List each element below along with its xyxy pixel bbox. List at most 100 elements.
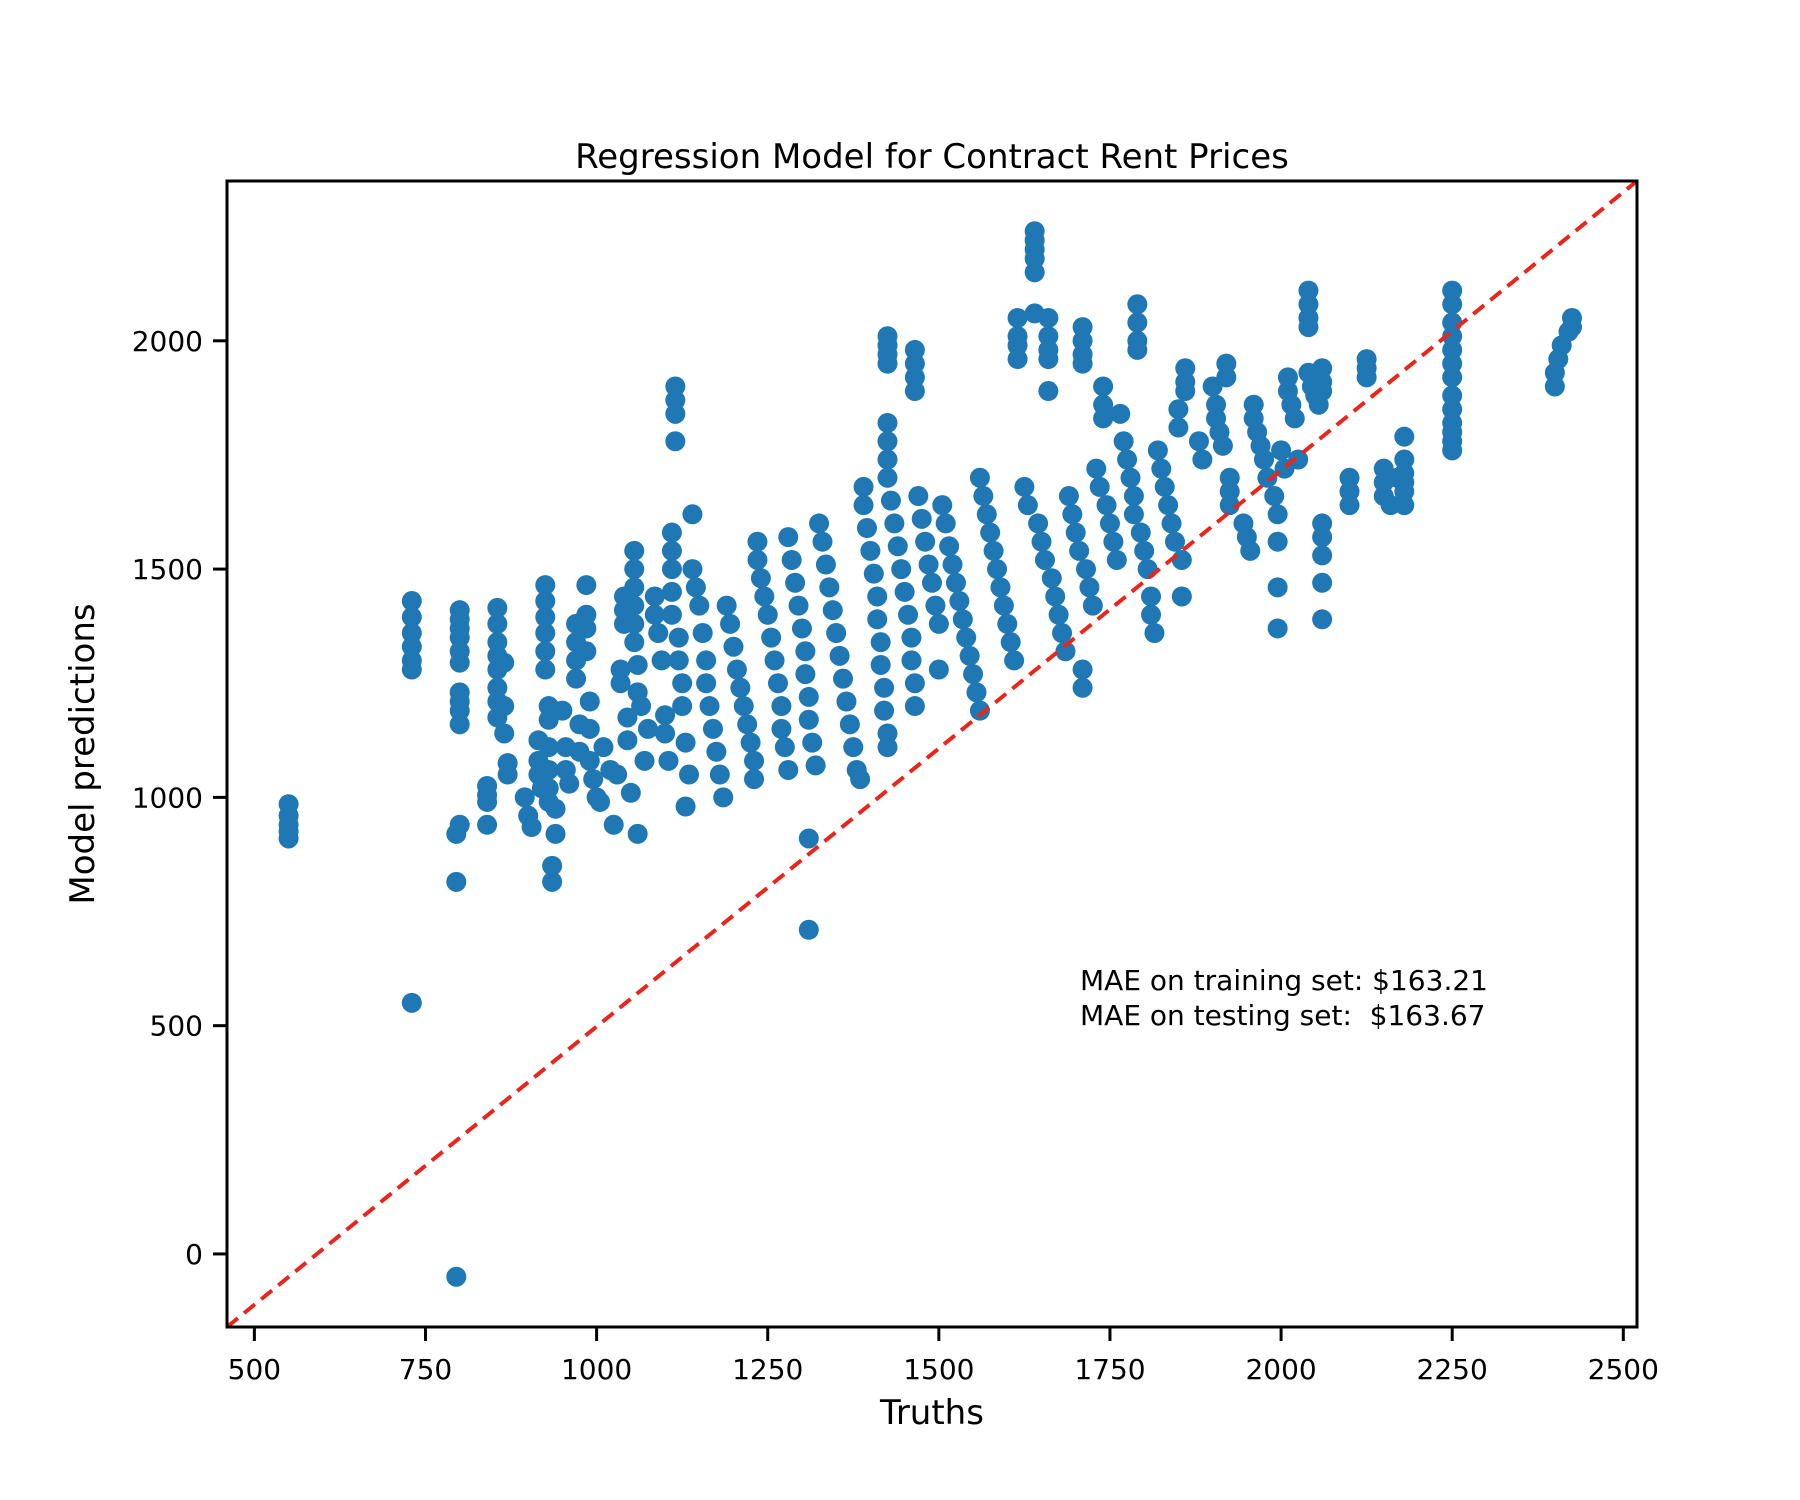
data-point (997, 613, 1018, 634)
data-point (791, 618, 812, 639)
data-point (1076, 559, 1097, 580)
data-point (805, 755, 826, 776)
data-point (1034, 549, 1055, 570)
data-point (1004, 650, 1025, 671)
data-point (928, 613, 949, 634)
data-point (726, 659, 747, 680)
data-point (1072, 659, 1093, 680)
data-point (956, 627, 977, 648)
data-point (1264, 486, 1285, 507)
data-point (514, 787, 535, 808)
data-point (812, 531, 833, 552)
data-point (815, 554, 836, 575)
data-point (1380, 495, 1401, 516)
data-point (682, 504, 703, 525)
data-point (559, 773, 580, 794)
data-point (679, 764, 700, 785)
data-point (661, 604, 682, 625)
data-point (969, 700, 990, 721)
data-point (911, 508, 932, 529)
mae-testing-annotation: MAE on testing set: $163.67 (1080, 999, 1485, 1032)
data-point (1442, 326, 1463, 347)
data-point (661, 522, 682, 543)
data-point (1219, 495, 1240, 516)
data-point (1123, 486, 1144, 507)
data-point (535, 659, 556, 680)
data-point (696, 650, 717, 671)
data-point (744, 750, 765, 771)
data-point (1134, 540, 1155, 561)
data-point (1253, 449, 1274, 470)
data-point (1072, 353, 1093, 374)
data-point (730, 677, 751, 698)
data-point (1072, 677, 1093, 698)
data-point (723, 636, 744, 657)
x-axis-label: Truths (879, 1393, 984, 1433)
data-point (1312, 358, 1333, 379)
data-point (867, 609, 888, 630)
data-point (839, 714, 860, 735)
data-point (850, 769, 871, 790)
data-point (644, 604, 665, 625)
y-axis: 0 500 1000 1500 2000 (132, 325, 227, 1271)
data-point (1442, 353, 1463, 374)
data-point (672, 696, 693, 717)
data-point (826, 623, 847, 644)
data-point (853, 495, 874, 516)
data-point (1065, 522, 1086, 543)
data-point (853, 476, 874, 497)
data-point (665, 431, 686, 452)
data-point (576, 604, 597, 625)
data-point (987, 559, 1008, 580)
data-point (1339, 467, 1360, 488)
data-point (624, 540, 645, 561)
data-point (603, 814, 624, 835)
data-point (1298, 280, 1319, 301)
data-point (874, 677, 895, 698)
data-point (624, 613, 645, 634)
data-point (877, 353, 898, 374)
x-tick-label: 750 (399, 1353, 452, 1386)
data-point (702, 718, 723, 739)
data-point (661, 540, 682, 561)
data-point (1110, 403, 1131, 424)
data-point (1147, 440, 1168, 461)
data-point (737, 714, 758, 735)
data-point (665, 403, 686, 424)
data-point (477, 814, 498, 835)
y-tick-label: 1000 (132, 781, 203, 814)
data-point (798, 686, 819, 707)
data-point (1284, 408, 1305, 429)
data-point (778, 759, 799, 780)
data-point (740, 732, 761, 753)
data-point (552, 700, 573, 721)
data-point (754, 586, 775, 607)
data-point (928, 659, 949, 680)
data-point (774, 737, 795, 758)
data-point (1017, 495, 1038, 516)
data-point (1175, 358, 1196, 379)
data-point (1052, 623, 1073, 644)
data-point (1544, 376, 1565, 397)
data-point (487, 677, 508, 698)
y-tick-label: 0 (185, 1238, 203, 1271)
x-tick-label: 1250 (732, 1353, 803, 1386)
data-point (668, 627, 689, 648)
data-point (401, 591, 422, 612)
data-point (1267, 531, 1288, 552)
data-point (1206, 394, 1227, 415)
data-point (891, 559, 912, 580)
data-point (1154, 476, 1175, 497)
data-point (1072, 330, 1093, 351)
data-point (624, 577, 645, 598)
data-point (1055, 641, 1076, 662)
data-point (1093, 394, 1114, 415)
data-point (624, 632, 645, 653)
data-point (819, 577, 840, 598)
data-point (665, 376, 686, 397)
data-point (579, 718, 600, 739)
data-point (1243, 394, 1264, 415)
data-point (932, 495, 953, 516)
data-point (538, 778, 559, 799)
points-layer (278, 221, 1582, 1287)
